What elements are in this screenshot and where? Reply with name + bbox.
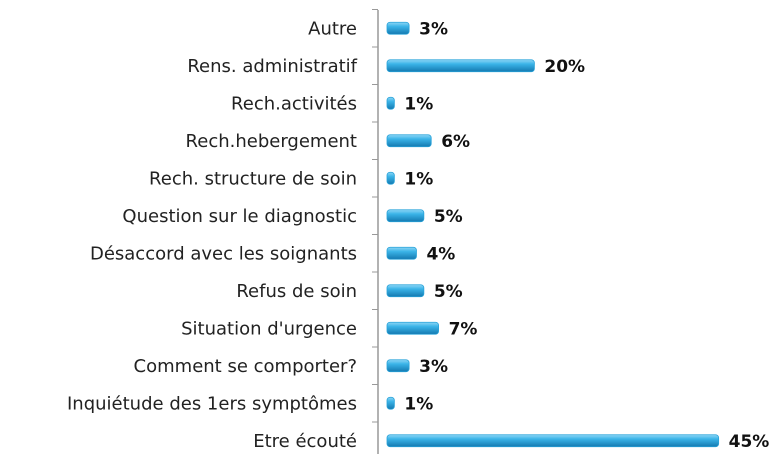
value-label: 45% <box>729 432 770 452</box>
y-tick-label: Question sur le diagnostic <box>122 206 357 227</box>
y-tick-label: Rech. structure de soin <box>149 168 357 189</box>
value-label: 7% <box>449 319 478 339</box>
value-label: 3% <box>419 357 448 377</box>
value-label: 3% <box>419 19 448 39</box>
y-tick-label: Autre <box>308 18 357 39</box>
bar <box>386 96 395 110</box>
value-label: 20% <box>544 57 585 77</box>
y-tick-label: Rech.hebergement <box>186 131 357 152</box>
value-label: 5% <box>434 282 463 302</box>
bar <box>386 321 439 335</box>
bar <box>386 134 432 148</box>
value-label: 1% <box>404 169 433 189</box>
value-label: 6% <box>441 132 470 152</box>
bar <box>386 396 395 410</box>
bar <box>386 246 417 260</box>
bar <box>386 284 425 298</box>
value-label: 1% <box>404 394 433 414</box>
value-label: 4% <box>426 244 455 264</box>
bar <box>386 359 410 373</box>
bar <box>386 434 720 448</box>
value-label: 5% <box>434 207 463 227</box>
y-tick-label: Comment se comporter? <box>134 356 357 377</box>
bar <box>386 21 410 35</box>
y-tick-label: Inquiétude des 1ers symptômes <box>67 393 357 414</box>
y-tick-label: Désaccord avec les soignants <box>90 243 357 264</box>
y-tick-label: Rech.activités <box>231 93 357 114</box>
bar <box>386 209 425 223</box>
y-tick-label: Refus de soin <box>236 281 357 302</box>
bar <box>386 171 395 185</box>
value-label: 1% <box>404 94 433 114</box>
y-tick-label: Etre écouté <box>253 431 357 452</box>
bar <box>386 59 535 73</box>
y-tick-label: Rens. administratif <box>187 56 357 77</box>
y-tick-label: Situation d'urgence <box>181 318 357 339</box>
